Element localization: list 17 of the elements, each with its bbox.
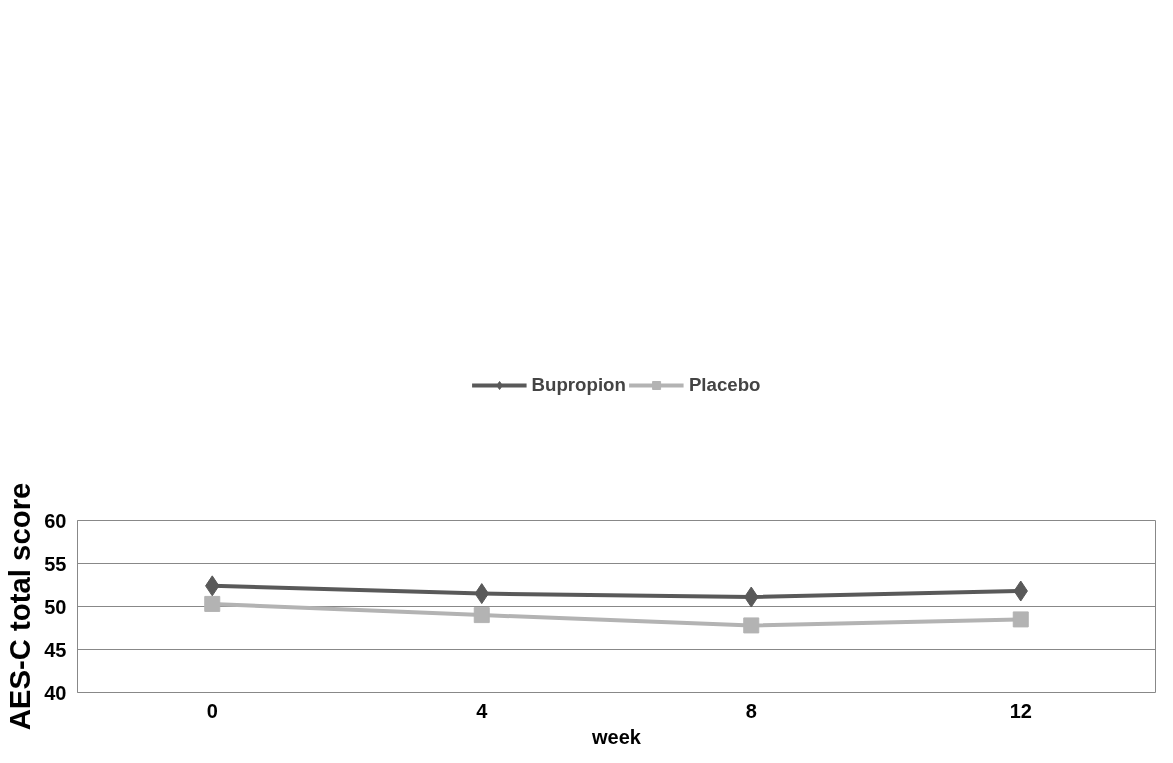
y-tick-label: 45 bbox=[44, 638, 67, 661]
y-tick-label: 40 bbox=[44, 681, 67, 704]
point bbox=[473, 607, 490, 624]
y-tick-label: 60 bbox=[44, 509, 67, 532]
y-tick-label: 55 bbox=[44, 552, 67, 575]
x-axis-title: week bbox=[591, 725, 642, 748]
legend-label: Bupropion bbox=[531, 373, 626, 396]
x-tick-label: 0 bbox=[206, 699, 218, 722]
y-tick-label: 50 bbox=[44, 595, 67, 618]
point bbox=[1012, 611, 1029, 628]
x-tick-label: 12 bbox=[1009, 699, 1032, 722]
y-axis-title: AES-C total score bbox=[3, 482, 37, 731]
x-tick-label: 8 bbox=[745, 699, 757, 722]
point bbox=[743, 617, 760, 634]
x-tick-label: 4 bbox=[476, 699, 489, 722]
legend-label: Placebo bbox=[688, 373, 761, 396]
point bbox=[204, 595, 221, 612]
